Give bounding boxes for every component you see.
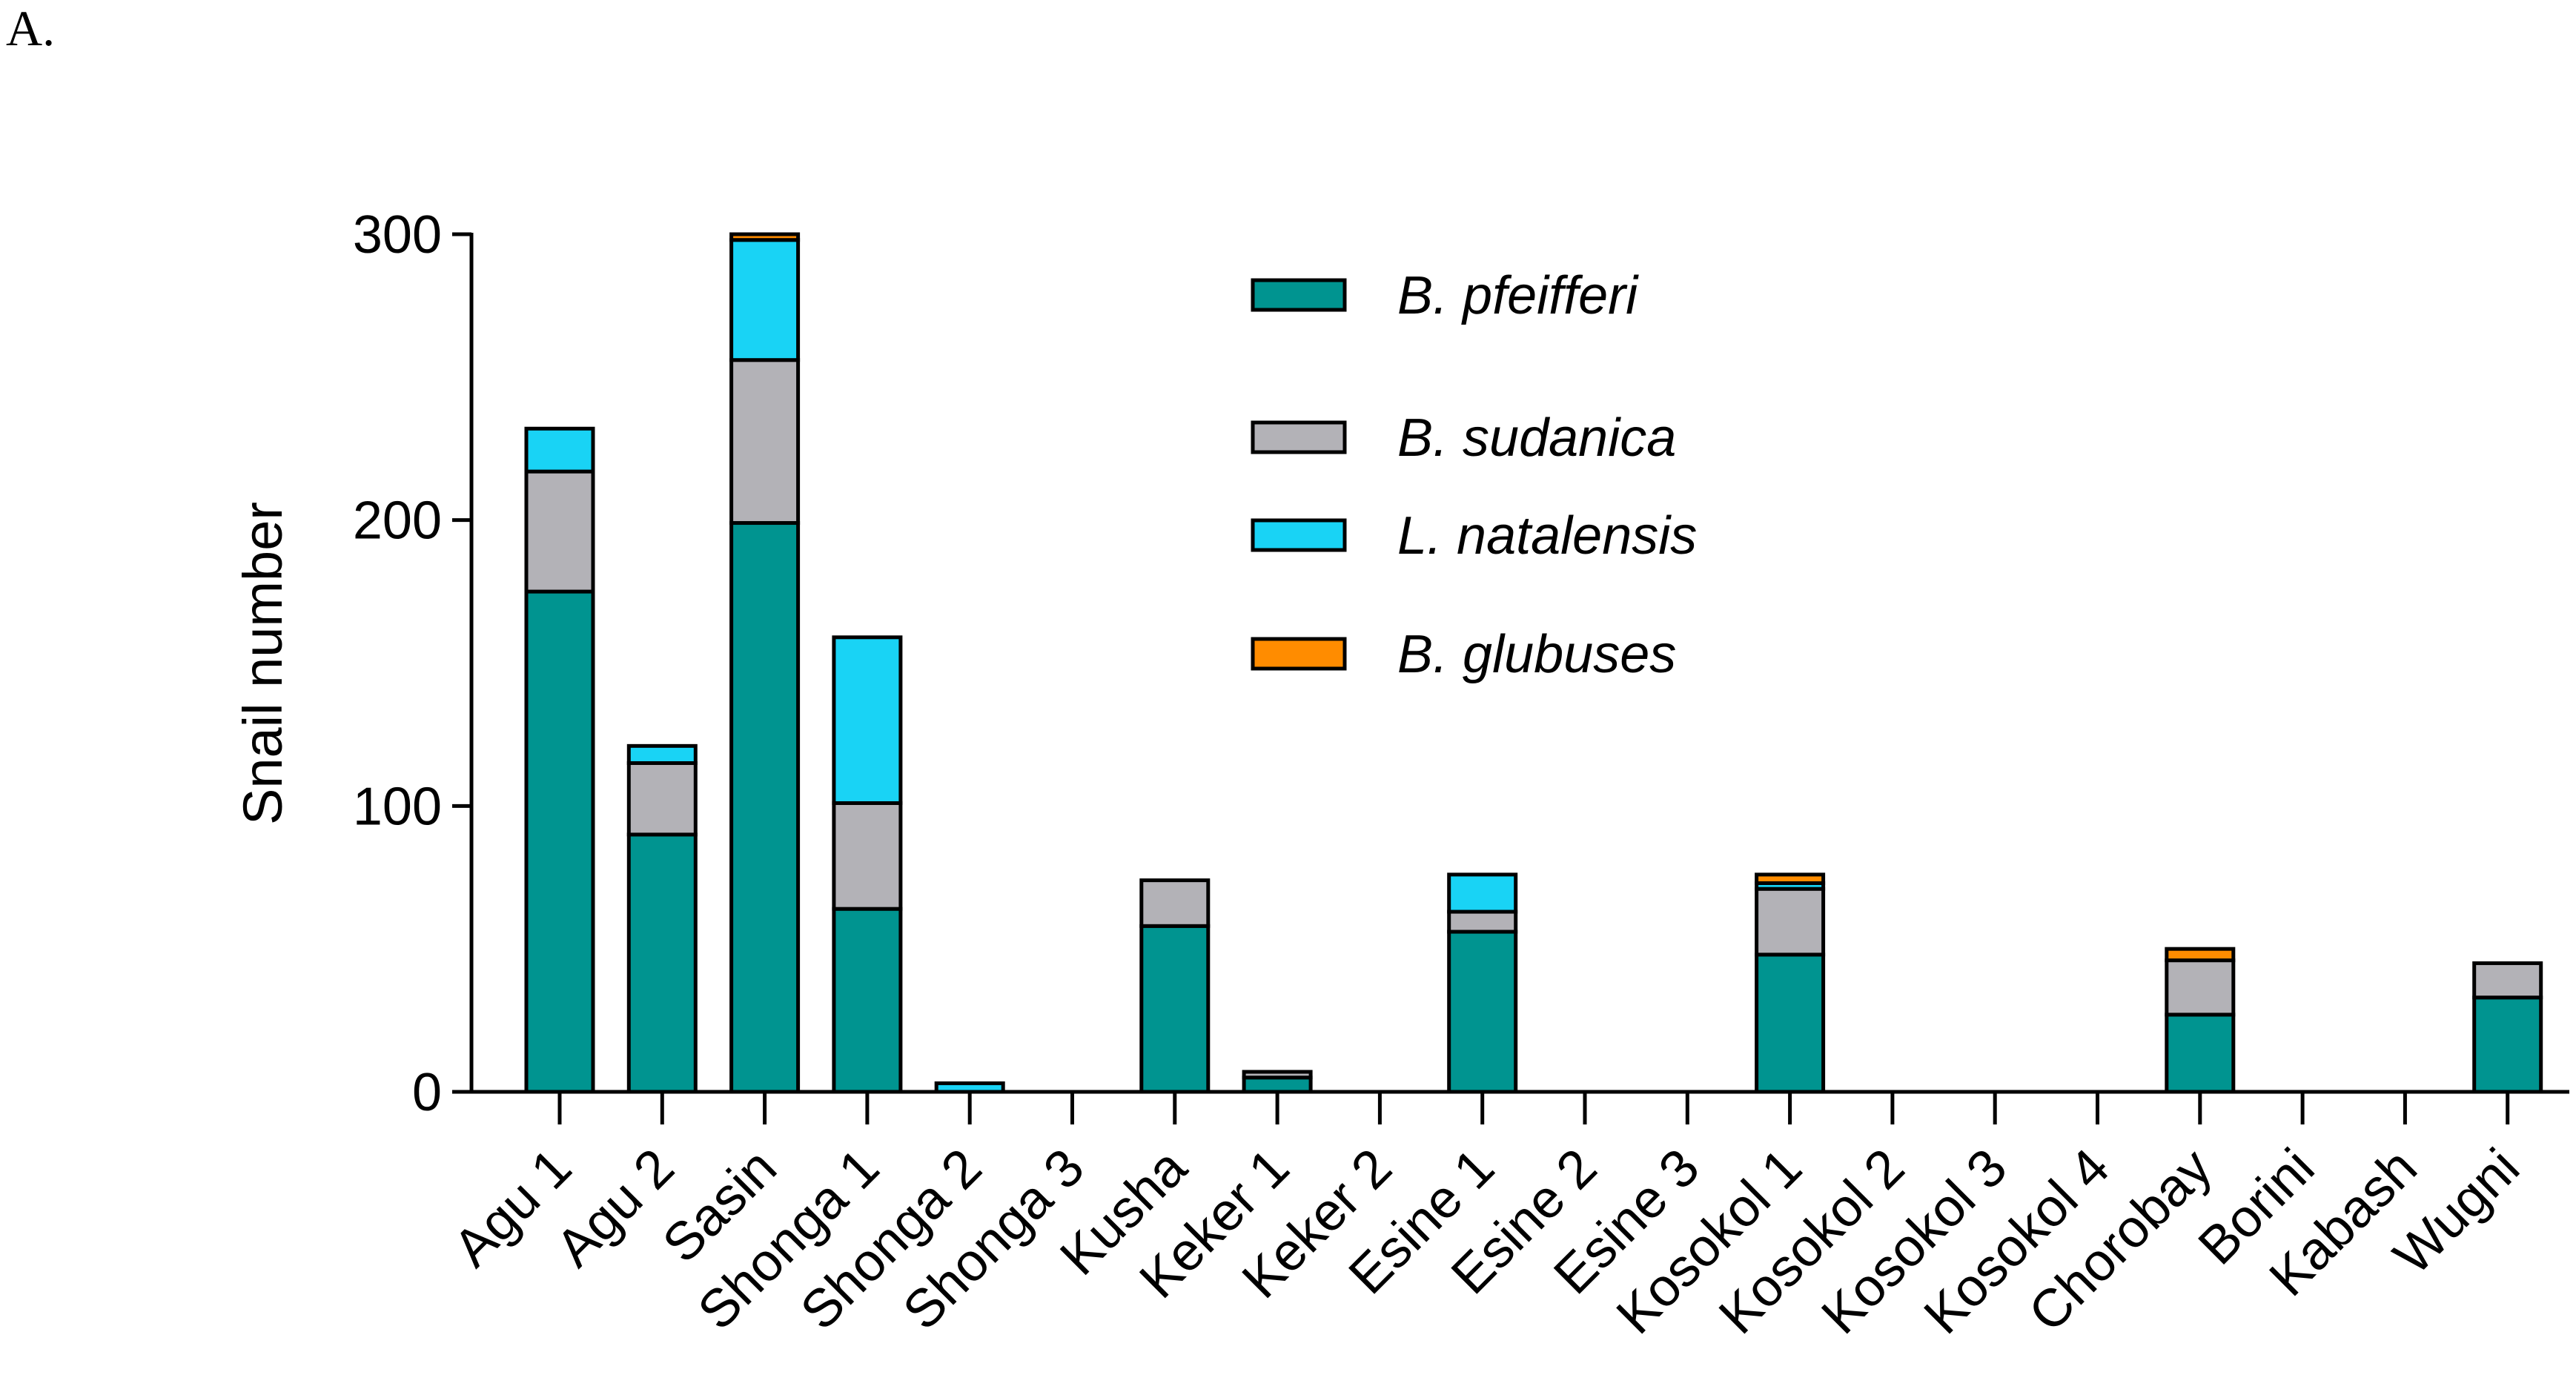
bar-sasin-l-natalensis: [729, 238, 801, 362]
bar-shonga-1-b-sudanica: [832, 801, 903, 911]
bar-sasin-b-pfeifferi: [729, 521, 801, 1094]
legend-swatch-b-glubuses: [1251, 637, 1347, 671]
y-tick-label-100: 100: [353, 777, 442, 836]
bar-esine-1-l-natalensis: [1447, 872, 1518, 914]
bar-wugni-b-sudanica: [2472, 961, 2543, 1000]
bar-kosokol-1-b-glubuses: [1755, 872, 1826, 885]
bar-chorobay-b-pfeifferi: [2165, 1013, 2236, 1094]
y-axis-title: Snail number: [232, 502, 294, 825]
bars-layer: [524, 232, 2543, 1094]
bar-agu-1-l-natalensis: [524, 426, 595, 474]
legend-swatch-l-natalensis: [1251, 518, 1347, 552]
bar-chorobay-b-glubuses: [2165, 947, 2236, 963]
bar-agu-1-b-sudanica: [524, 469, 595, 594]
legend-swatch-b-pfeifferi: [1251, 278, 1347, 312]
bar-agu-1-b-pfeifferi: [524, 589, 595, 1094]
legend-label-l-natalensis: L. natalensis: [1397, 506, 1697, 566]
bar-shonga-1-b-pfeifferi: [832, 907, 903, 1094]
bar-chorobay-b-sudanica: [2165, 958, 2236, 1017]
bar-keker-1-b-sudanica: [1242, 1070, 1313, 1080]
legend-label-b-pfeifferi: B. pfeifferi: [1397, 266, 1639, 325]
bar-sasin-b-sudanica: [729, 358, 801, 526]
bar-agu-2-b-pfeifferi: [626, 832, 698, 1094]
y-tick-label-300: 300: [353, 205, 442, 265]
bar-sasin-b-glubuses: [729, 232, 801, 242]
bar-esine-1-b-sudanica: [1447, 909, 1518, 934]
y-tick-label-0: 0: [412, 1063, 442, 1122]
legend: B. pfeifferi B. sudanica L. natalensis B. g…: [1251, 266, 1697, 684]
bar-kusha-b-sudanica: [1139, 878, 1211, 928]
bar-keker-1-b-pfeifferi: [1242, 1076, 1313, 1094]
legend-label-b-sudanica: B. sudanica: [1397, 408, 1676, 468]
legend-label-b-glubuses: B. glubuses: [1397, 625, 1676, 684]
bar-esine-1-b-pfeifferi: [1447, 930, 1518, 1094]
bar-kosokol-1-b-pfeifferi: [1755, 952, 1826, 1094]
panel-label: A.: [6, 0, 56, 56]
bar-agu-2-l-natalensis: [626, 743, 698, 765]
bar-wugni-b-pfeifferi: [2472, 995, 2543, 1094]
bar-kusha-b-pfeifferi: [1139, 924, 1211, 1094]
bar-kosokol-1-b-sudanica: [1755, 887, 1826, 957]
y-tick-label-200: 200: [353, 491, 442, 551]
x-tick-label-agu-1: Agu 1: [443, 1138, 583, 1279]
legend-swatch-b-sudanica: [1251, 420, 1347, 454]
bar-shonga-1-l-natalensis: [832, 635, 903, 805]
bar-agu-2-b-sudanica: [626, 761, 698, 837]
x-tick-label-agu-2: Agu 2: [545, 1138, 686, 1279]
